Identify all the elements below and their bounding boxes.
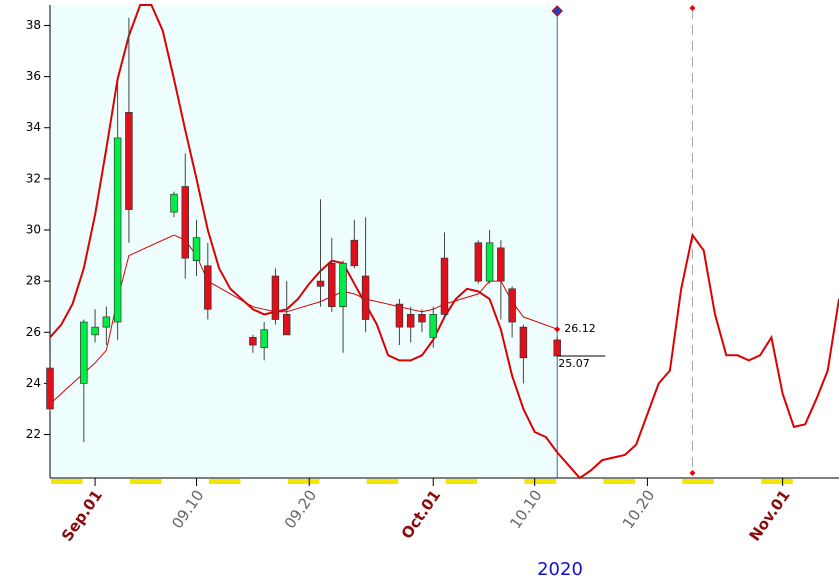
- weekend-marker: [366, 479, 399, 484]
- candle-body: [485, 242, 494, 282]
- current-date-marker: [551, 5, 563, 17]
- candle-body: [192, 237, 201, 262]
- weekend-marker: [208, 479, 241, 484]
- weekend-marker: [603, 479, 635, 484]
- candle-body: [418, 314, 426, 323]
- marker-date-top: [689, 5, 696, 11]
- candle-body: [181, 186, 189, 259]
- candle-body: [440, 257, 449, 315]
- y-tick-label: 36: [26, 69, 41, 83]
- candle-body: [204, 265, 212, 310]
- x-tick-label: Sep.01: [58, 487, 106, 545]
- weekend-marker: [761, 479, 793, 484]
- y-tick-label: 32: [26, 171, 41, 185]
- x-tick-label: 09.20: [281, 487, 320, 533]
- y-tick-label: 24: [26, 376, 41, 390]
- weekend-marker: [130, 479, 162, 484]
- y-tick-label: 38: [26, 18, 41, 32]
- candle-body: [474, 242, 483, 282]
- weekend-marker: [51, 479, 83, 484]
- candle-body: [91, 326, 99, 336]
- weekend-marker: [445, 479, 478, 484]
- candle-body: [102, 316, 111, 328]
- y-tick-label: 22: [26, 427, 41, 441]
- ma-last-marker: [554, 326, 561, 333]
- candle-body: [553, 339, 561, 357]
- close-last-label: 25.07: [558, 357, 590, 370]
- candle-body: [395, 303, 404, 328]
- y-tick-label: 28: [26, 274, 41, 288]
- candle-body: [249, 337, 257, 346]
- candle-body: [429, 314, 437, 338]
- x-tick-label: 10.10: [506, 487, 545, 533]
- x-tick-label: Nov.01: [746, 487, 794, 545]
- weekend-marker: [287, 479, 320, 484]
- weekend-marker: [682, 479, 714, 484]
- candle-body: [339, 262, 347, 308]
- candle-body: [519, 326, 528, 359]
- candle-body: [350, 239, 359, 267]
- candle-body: [328, 262, 336, 308]
- y-tick-label: 34: [26, 120, 41, 134]
- year-label: 2020: [537, 559, 583, 580]
- x-tick-label: 09.10: [168, 487, 207, 533]
- candle-body: [361, 275, 370, 320]
- candle-body: [260, 329, 268, 348]
- candle-body: [113, 137, 122, 323]
- ma-last-label: 26.12: [564, 322, 596, 335]
- candle-body: [282, 314, 291, 336]
- x-tick-label: 10.20: [619, 487, 658, 533]
- weekend-marker: [524, 479, 557, 484]
- candle-body: [170, 193, 178, 213]
- candle-body: [80, 321, 88, 384]
- candle-body: [508, 288, 516, 323]
- marker-date-bottom: [689, 470, 696, 476]
- candle-body: [406, 314, 415, 328]
- ma-line: [49, 234, 558, 405]
- candle-body: [271, 275, 280, 320]
- history-region: [50, 5, 558, 478]
- candle-body: [125, 112, 133, 210]
- candle-body: [46, 367, 54, 410]
- y-tick-label: 26: [26, 325, 41, 339]
- candle-body: [316, 280, 325, 287]
- y-tick-label: 30: [26, 222, 41, 236]
- x-tick-label: Oct.01: [398, 487, 445, 543]
- candle-body: [497, 247, 505, 282]
